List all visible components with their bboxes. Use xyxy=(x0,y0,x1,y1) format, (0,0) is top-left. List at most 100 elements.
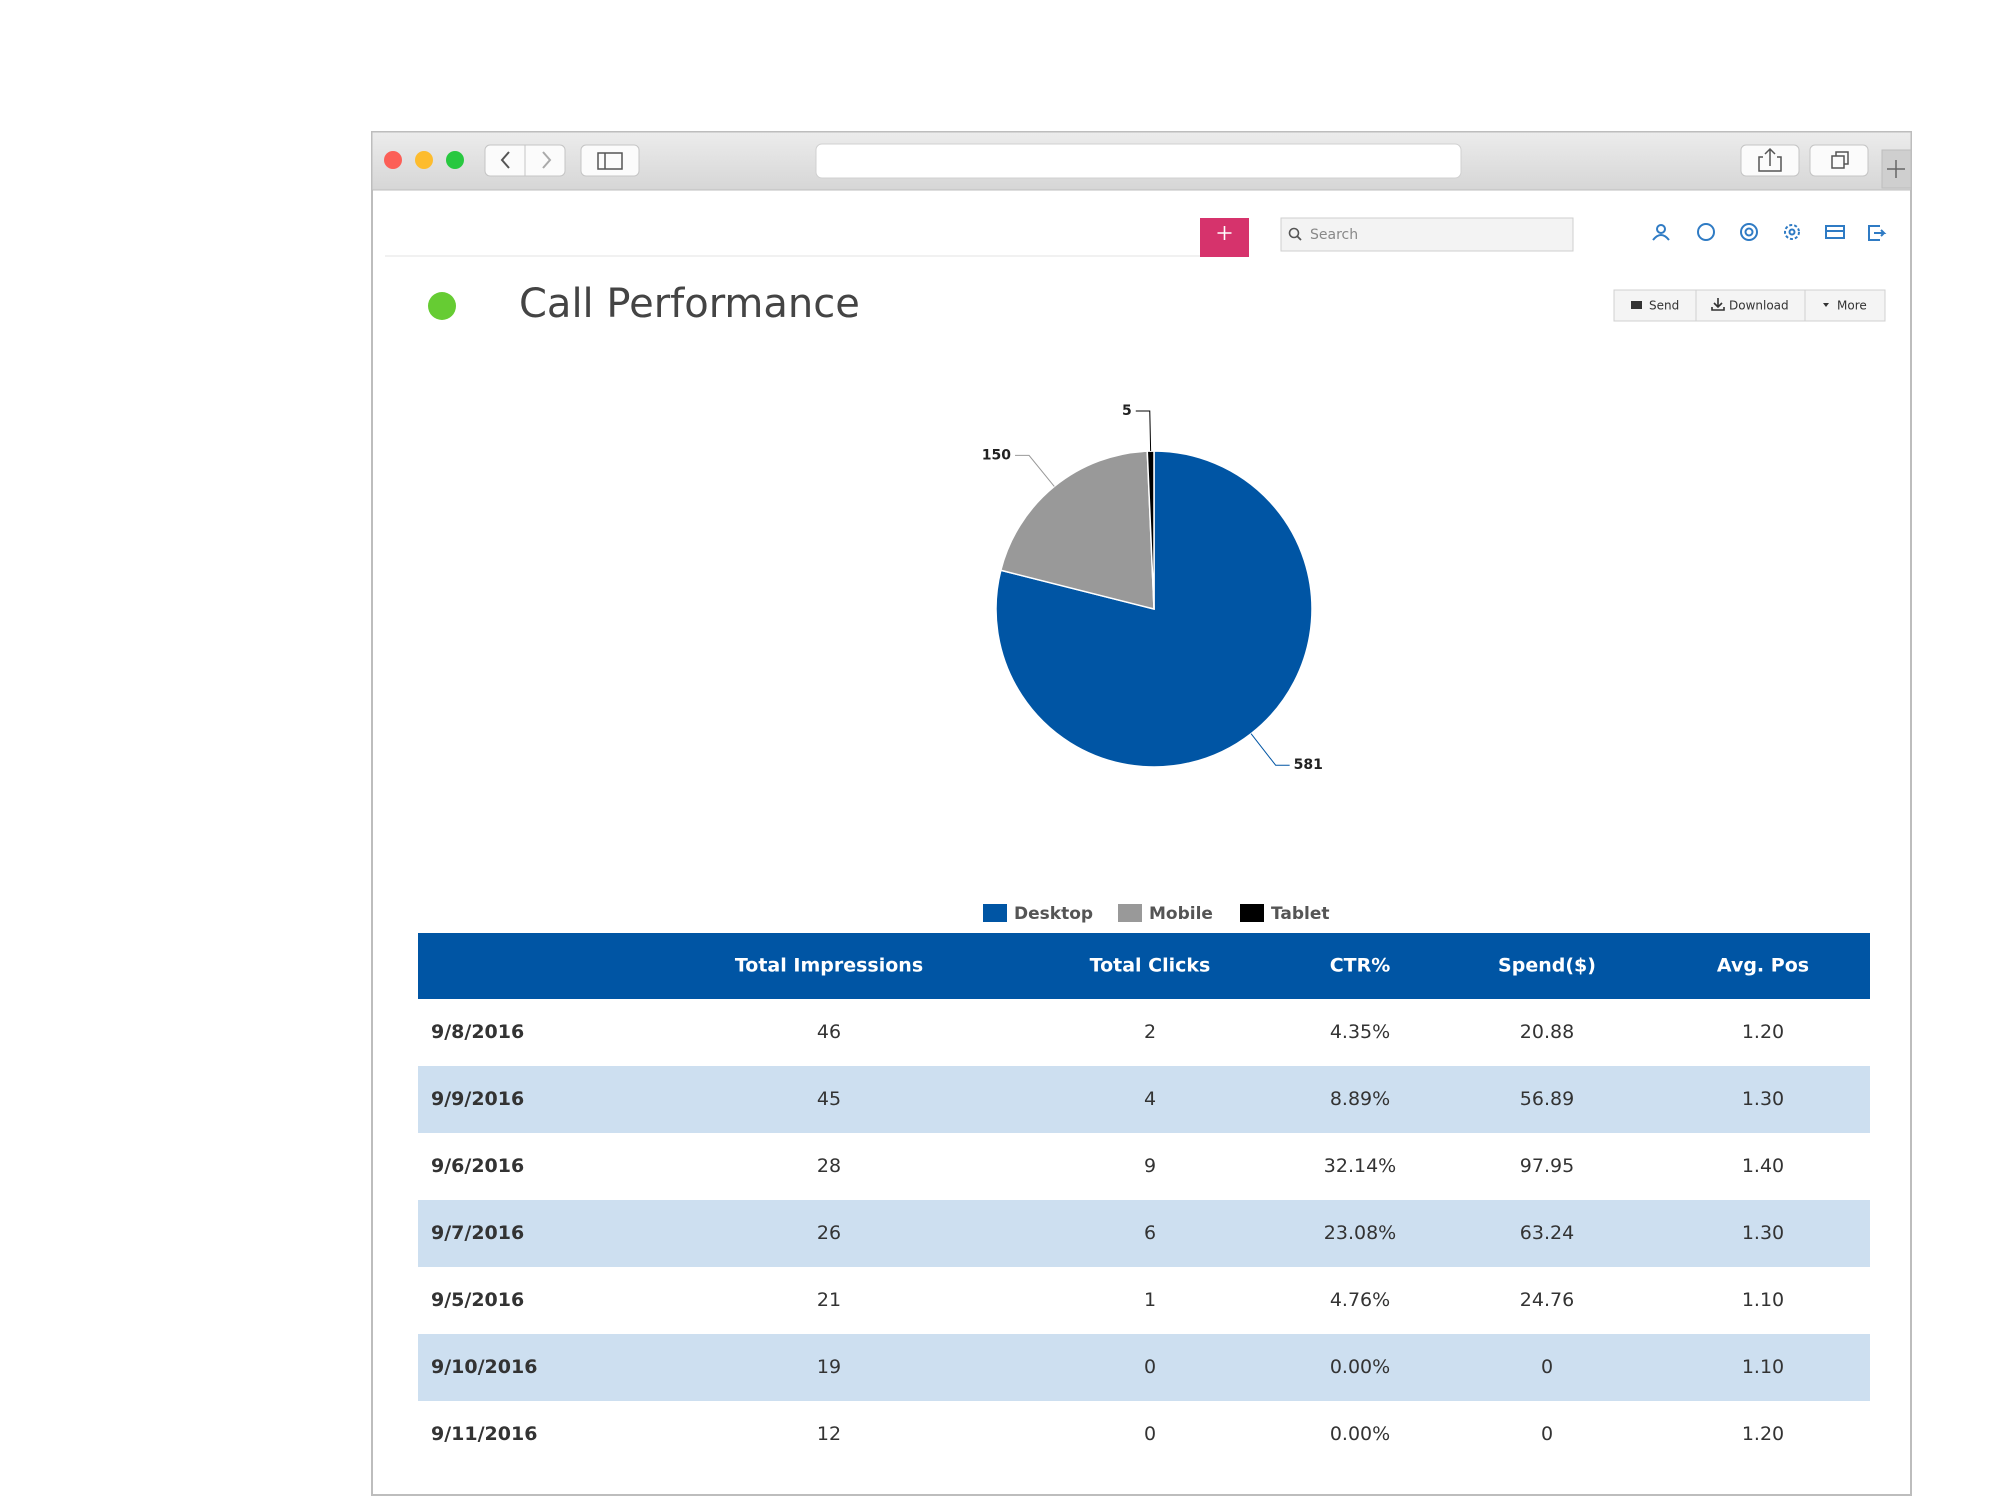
row-date: 9/11/2016 xyxy=(431,1423,537,1445)
row-date: 9/8/2016 xyxy=(431,1021,524,1043)
table-cell: 0 xyxy=(1144,1423,1156,1445)
share-icon xyxy=(1758,147,1782,172)
label-connector xyxy=(1135,410,1152,452)
table-cell: 24.76 xyxy=(1520,1289,1574,1311)
table-cell: 0.00% xyxy=(1330,1423,1390,1445)
legend-swatch xyxy=(1240,904,1264,922)
table-cell: 1.30 xyxy=(1742,1088,1784,1110)
pie-slice xyxy=(999,450,1155,610)
settings-icon[interactable] xyxy=(1784,224,1800,240)
table-row xyxy=(418,999,1870,1066)
search-icon xyxy=(1288,227,1300,239)
back-icon xyxy=(500,151,510,169)
download-icon xyxy=(1711,298,1725,311)
download-button[interactable]: Download xyxy=(1729,299,1789,313)
row-date: 9/9/2016 xyxy=(431,1088,524,1110)
search-box[interactable] xyxy=(1280,217,1574,252)
table-cell: 2 xyxy=(1144,1021,1156,1043)
table-cell: 45 xyxy=(817,1088,841,1110)
table-cell: 12 xyxy=(817,1423,841,1445)
table-cell: 28 xyxy=(817,1155,841,1177)
search-icon-handle xyxy=(1296,235,1302,241)
table-cell: 4.35% xyxy=(1330,1021,1390,1043)
users-icon-body xyxy=(1652,234,1670,241)
header-icons xyxy=(1652,223,1887,241)
table-cell: 20.88 xyxy=(1520,1021,1574,1043)
tabs-icon xyxy=(1831,151,1849,169)
close-button[interactable] xyxy=(384,151,402,169)
table-row xyxy=(418,1066,1870,1133)
column-header: Spend($) xyxy=(1498,955,1596,977)
table-row xyxy=(418,1267,1870,1334)
more-icon xyxy=(1823,303,1829,307)
minimize-button[interactable] xyxy=(415,151,433,169)
label-connector xyxy=(1015,454,1055,487)
legend-label: Mobile xyxy=(1149,904,1213,924)
page-title: Call Performance xyxy=(519,281,860,327)
data-label: 581 xyxy=(1294,757,1323,773)
table-cell: 0.00% xyxy=(1330,1356,1390,1378)
data-label: 5 xyxy=(1122,403,1132,419)
table-cell: 23.08% xyxy=(1324,1222,1396,1244)
label-connector xyxy=(1250,733,1290,766)
table-cell: 1.20 xyxy=(1742,1423,1784,1445)
status-dot xyxy=(428,292,456,320)
table-cell: 97.95 xyxy=(1520,1155,1574,1177)
table-row xyxy=(418,1334,1870,1401)
new-tab-icon xyxy=(1887,160,1905,178)
help-icon-inner xyxy=(1744,227,1754,237)
table-cell: 19 xyxy=(817,1356,841,1378)
column-header: CTR% xyxy=(1330,955,1391,977)
add-icon xyxy=(1217,226,1232,240)
sidebar-icon xyxy=(597,152,623,170)
address-bar[interactable] xyxy=(815,143,1462,179)
table-cell: 9 xyxy=(1144,1155,1156,1177)
row-date: 9/5/2016 xyxy=(431,1289,524,1311)
table-cell: 6 xyxy=(1144,1222,1156,1244)
table-row xyxy=(418,1401,1870,1468)
legend-label: Desktop xyxy=(1014,904,1093,924)
table-cell: 8.89% xyxy=(1330,1088,1390,1110)
more-button[interactable]: More xyxy=(1837,299,1867,313)
table-cell: 26 xyxy=(817,1222,841,1244)
search-placeholder: Search xyxy=(1310,227,1358,243)
action-buttons xyxy=(1613,289,1886,322)
zoom-button[interactable] xyxy=(446,151,464,169)
users-icon[interactable] xyxy=(1656,224,1666,234)
table-row xyxy=(418,1133,1870,1200)
data-label: 150 xyxy=(982,447,1011,463)
help-icon[interactable] xyxy=(1740,223,1758,241)
tabs-button[interactable] xyxy=(1809,144,1869,177)
row-date: 9/7/2016 xyxy=(431,1222,524,1244)
table-cell: 4.76% xyxy=(1330,1289,1390,1311)
table-cell: 0 xyxy=(1541,1423,1553,1445)
pie-slice xyxy=(1146,450,1155,610)
send-icon xyxy=(1631,301,1642,309)
table-cell: 1.10 xyxy=(1742,1289,1784,1311)
legend-label: Tablet xyxy=(1271,904,1330,924)
column-header: Avg. Pos xyxy=(1717,955,1809,977)
table-row xyxy=(418,1200,1870,1267)
table-cell: 32.14% xyxy=(1324,1155,1396,1177)
settings-icon-inner xyxy=(1788,228,1796,236)
table-cell: 4 xyxy=(1144,1088,1156,1110)
table-header xyxy=(418,933,1870,999)
table-cell: 1.30 xyxy=(1742,1222,1784,1244)
table-cell: 56.89 xyxy=(1520,1088,1574,1110)
sidebar-button[interactable] xyxy=(580,144,640,177)
send-button[interactable]: Send xyxy=(1649,299,1679,313)
table-cell: 0 xyxy=(1144,1356,1156,1378)
column-header: Total Impressions xyxy=(735,955,923,977)
table-cell: 1.10 xyxy=(1742,1356,1784,1378)
table-cell: 63.24 xyxy=(1520,1222,1574,1244)
logout-icon[interactable] xyxy=(1868,225,1887,241)
table-cell: 0 xyxy=(1541,1356,1553,1378)
account-icon[interactable] xyxy=(1697,223,1715,241)
table-cell: 21 xyxy=(817,1289,841,1311)
legend-swatch xyxy=(983,904,1007,922)
table-cell: 1.40 xyxy=(1742,1155,1784,1177)
row-date: 9/10/2016 xyxy=(431,1356,537,1378)
table-cell: 1 xyxy=(1144,1289,1156,1311)
